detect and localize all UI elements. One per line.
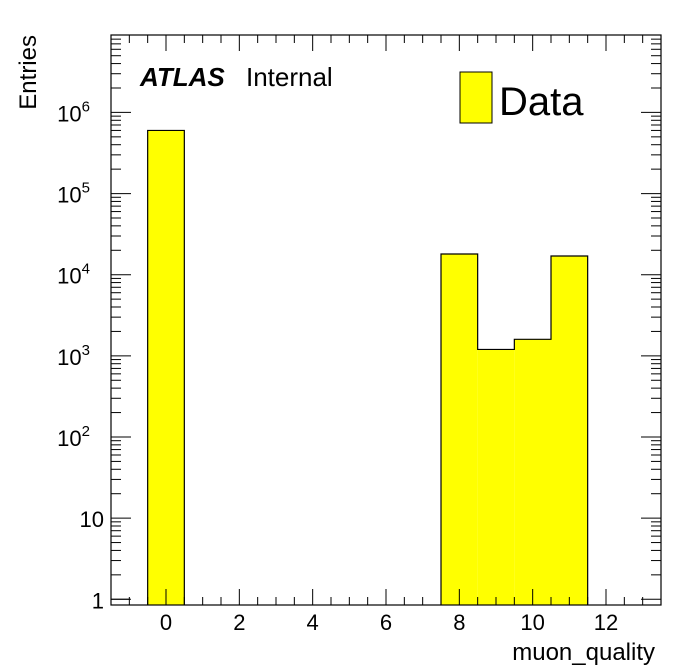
- y-tick-label: 106: [57, 98, 90, 126]
- y-tick-label: 104: [57, 261, 90, 289]
- y-tick-label-base: 10: [57, 183, 81, 208]
- y-tick-label-base: 1: [92, 588, 104, 613]
- x-tick-label: 4: [307, 610, 319, 635]
- y-tick-label-base: 10: [57, 426, 81, 451]
- histogram-bar: [514, 339, 551, 605]
- y-tick-label-base: 10: [80, 507, 104, 532]
- atlas-label: ATLAS Internal: [139, 62, 333, 92]
- legend-swatch: [459, 71, 493, 124]
- x-tick-label: 8: [453, 610, 465, 635]
- histogram-bars: [111, 129, 589, 606]
- legend: Data: [459, 71, 584, 124]
- x-tick-label: 12: [594, 610, 618, 635]
- y-tick-label: 10: [80, 507, 104, 532]
- x-tick-label: 0: [160, 610, 172, 635]
- x-axis-ticks: [110, 35, 662, 605]
- histogram-bar: [441, 253, 478, 606]
- histogram-bar: [551, 256, 588, 605]
- y-tick-label-exponent: 3: [82, 342, 90, 359]
- y-tick-label-exponent: 4: [82, 261, 90, 278]
- y-tick-label-exponent: 5: [82, 180, 90, 197]
- x-tick-label: 6: [380, 610, 392, 635]
- y-tick-label: 103: [57, 342, 90, 370]
- x-tick-label: 10: [520, 610, 544, 635]
- x-axis-title: muon_quality: [512, 639, 655, 666]
- y-tick-label: 105: [57, 180, 90, 208]
- legend-label: Data: [499, 80, 584, 124]
- y-tick-label-base: 10: [57, 101, 81, 126]
- histogram-bar: [147, 130, 185, 605]
- histogram-bar: [477, 349, 515, 605]
- x-tick-label: 2: [233, 610, 245, 635]
- svg-text:ATLAS Internal: ATLAS Internal: [139, 62, 333, 92]
- y-tick-label-exponent: 2: [82, 423, 90, 440]
- y-tick-label: 1: [92, 588, 104, 613]
- y-tick-label-base: 10: [57, 345, 81, 370]
- atlas-label-bold: ATLAS: [139, 62, 225, 92]
- y-axis-ticks: [111, 34, 661, 600]
- y-tick-label-base: 10: [57, 264, 81, 289]
- atlas-label-text: Internal: [246, 62, 333, 92]
- y-axis-title: Entries: [15, 35, 42, 110]
- x-tick-labels: 0 2 4 6 8 10 12: [160, 610, 618, 635]
- y-tick-label-exponent: 6: [82, 98, 90, 115]
- histogram-outline: [147, 129, 589, 605]
- y-tick-label: 102: [57, 423, 90, 451]
